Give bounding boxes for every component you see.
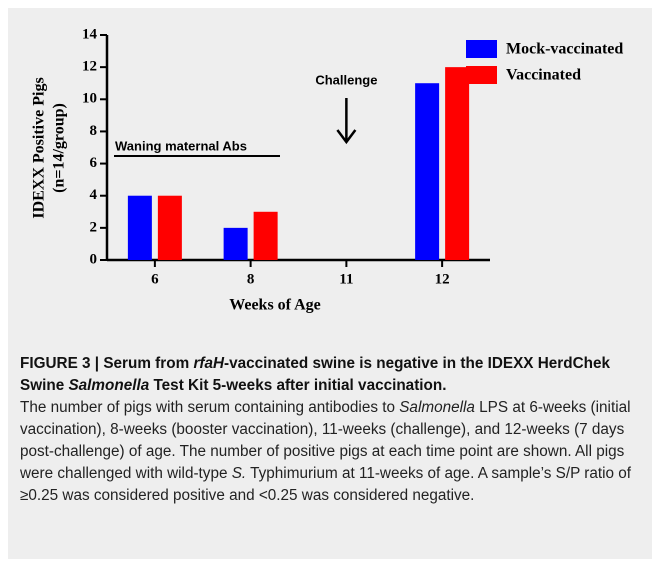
x-tick-label: 6	[151, 271, 159, 287]
legend-swatch	[466, 66, 497, 84]
y-axis-label: IDEXX Positive Pigs	[31, 77, 48, 218]
legend-label: Mock-vaccinated	[506, 41, 623, 58]
bar	[253, 211, 278, 260]
caption-text: S.	[231, 465, 247, 482]
bar	[445, 67, 470, 260]
caption-text: Salmonella	[68, 377, 150, 394]
y-tick-label: 4	[90, 187, 98, 203]
caption-text: LPS at 6-weeks (initial vaccination), 8-…	[20, 399, 631, 482]
caption-text: Typhimurium at 11-weeks of age. A sample…	[20, 465, 632, 504]
y-tick-label: 10	[82, 91, 97, 107]
caption-text: Test Kit 5-weeks after initial vaccinati…	[149, 377, 447, 394]
x-tick-label: 8	[247, 271, 255, 287]
y-axis-label: (n=14/group)	[51, 103, 68, 193]
y-tick-label: 14	[82, 26, 98, 42]
chart: IDEXX Positive Pigs (n=14/group) Weeks o…	[31, 26, 624, 314]
y-tick-label: 6	[90, 155, 98, 171]
y-tick-label: 2	[90, 219, 98, 235]
annotation: Waning maternal Abs	[115, 138, 247, 153]
legend-swatch	[466, 40, 497, 58]
caption-text: The number of pigs with serum containing…	[20, 399, 400, 416]
caption: FIGURE 3 | Serum from rfaH-vaccinated sw…	[20, 353, 645, 507]
annotation: Challenge	[315, 72, 377, 87]
y-tick-label: 8	[90, 123, 98, 139]
figure-panel: IDEXX Positive Pigs (n=14/group) Weeks o…	[8, 8, 652, 559]
caption-text: -vaccinated swine is negative in the IDE…	[20, 355, 610, 394]
bar	[157, 195, 182, 260]
bar	[415, 83, 440, 260]
x-axis-label: Weeks of Age	[229, 297, 321, 314]
caption-text: FIGURE 3 | Serum from	[20, 355, 194, 372]
caption-title: FIGURE 3 | Serum from rfaH-vaccinated sw…	[20, 355, 610, 394]
arrow-head	[336, 129, 357, 145]
caption-text: Salmonella	[399, 399, 475, 416]
legend-label: Vaccinated	[506, 67, 581, 84]
y-tick-label: 0	[90, 251, 98, 267]
bar	[127, 195, 152, 260]
caption-text: rfaH	[193, 355, 225, 372]
bar	[223, 227, 248, 260]
x-tick-label: 11	[339, 271, 353, 287]
y-tick-label: 12	[82, 59, 97, 75]
x-tick-label: 12	[435, 271, 450, 287]
